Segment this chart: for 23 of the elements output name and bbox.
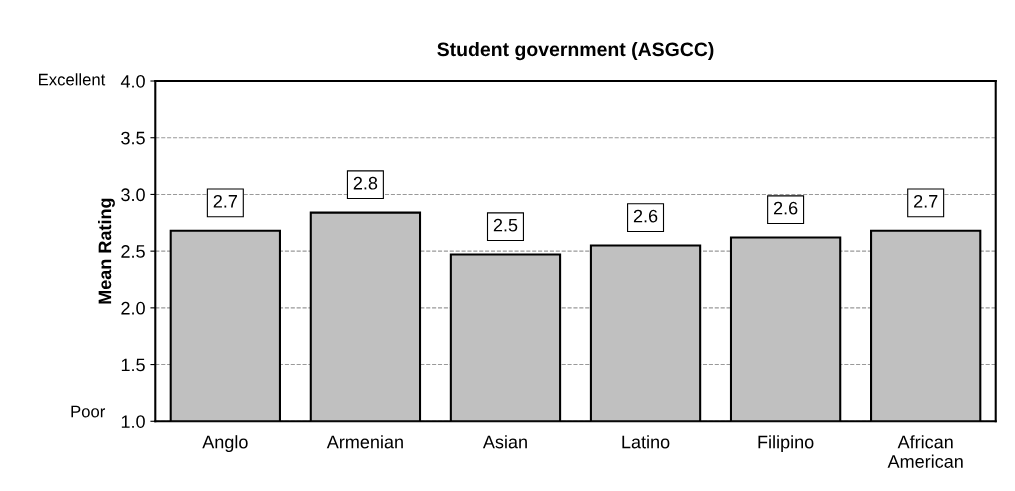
y-axis-title: Mean Rating xyxy=(98,198,115,304)
chart-title: Student government (ASGCC) xyxy=(437,41,714,61)
x-tick-label: Filipino xyxy=(758,435,814,452)
data-label: 2.7 xyxy=(914,194,938,208)
x-tick-label: Armenian xyxy=(326,435,403,449)
data-label: 2.6 xyxy=(773,201,798,215)
data-label: 2.7 xyxy=(213,194,237,208)
y-tick-label: 1.0 xyxy=(121,415,145,428)
text: Poor xyxy=(71,405,106,418)
y-tick-label: 3.5 xyxy=(121,131,145,145)
x-tick-label: Anglo xyxy=(202,435,248,452)
text: Excellent xyxy=(39,73,106,86)
x-tick-label: African American xyxy=(887,435,963,468)
y-tick-label: 1.5 xyxy=(121,358,145,372)
y-tick-label: 3.0 xyxy=(121,188,145,202)
data-label: 2.6 xyxy=(633,209,658,223)
x-tick-label: Latino xyxy=(622,435,670,449)
y-tick-label: 2.5 xyxy=(121,245,145,258)
data-label: 2.5 xyxy=(493,218,518,232)
y-tick-label: 2.0 xyxy=(121,301,145,315)
data-label: 2.8 xyxy=(353,176,378,190)
y-tick-label: 4.0 xyxy=(120,74,145,88)
x-tick-label: Asian xyxy=(482,435,527,449)
